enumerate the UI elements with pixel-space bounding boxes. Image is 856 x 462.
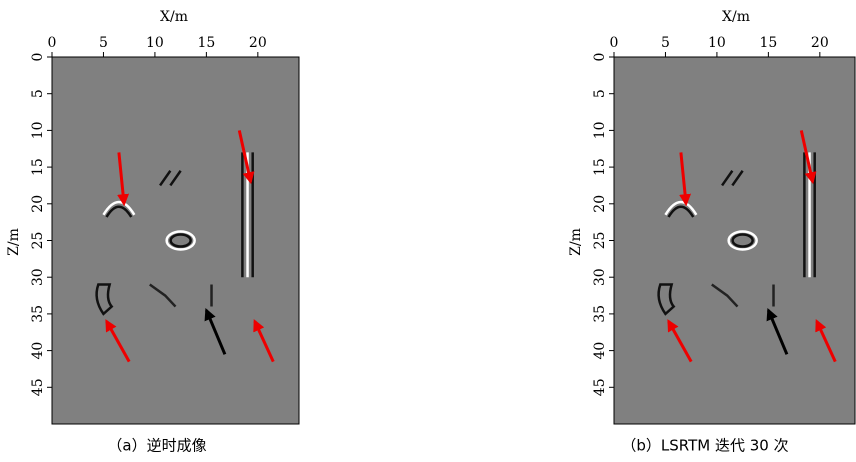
caption: （a）逆时成像 [107, 437, 206, 455]
x-axis-label: X/m [722, 9, 750, 25]
y-tick-label: 45 [30, 378, 46, 396]
y-tick-label: 25 [592, 232, 608, 250]
y-tick-label: 35 [30, 305, 46, 323]
figure: 0 5 10 15 20 0 5 10 15 20 25 30 35 40 45 X/m Z/m （a）逆时成像 0… [0, 0, 856, 462]
y-tick-label: 10 [30, 121, 46, 139]
y-axis-label: Z/m [6, 228, 22, 256]
x-tick-label: 20 [249, 35, 267, 51]
y-tick-label: 15 [592, 158, 608, 176]
y-tick-label: 30 [592, 268, 608, 286]
x-tick-label: 10 [146, 35, 164, 51]
y-tick-label: 35 [592, 305, 608, 323]
x-tick-label: 0 [610, 35, 619, 51]
x-tick-label: 15 [197, 35, 215, 51]
page: 0 5 10 15 20 0 5 10 15 20 25 30 35 40 45 X/m Z/m （a）逆时成像 0… [0, 0, 856, 462]
y-tick-label: 40 [30, 342, 46, 360]
y-axis-label: Z/m [568, 228, 584, 256]
y-tick-label: 0 [592, 53, 608, 62]
y-tick-label: 20 [592, 195, 608, 213]
x-tick-label: 0 [48, 35, 57, 51]
caption: （b）LSRTM 迭代 30 次 [621, 437, 788, 455]
x-tick-label: 5 [99, 35, 108, 51]
image-area [614, 57, 855, 424]
image-area [52, 57, 299, 424]
x-tick-label: 15 [759, 35, 777, 51]
y-tick-label: 20 [30, 195, 46, 213]
y-tick-label: 0 [30, 53, 46, 62]
y-tick-label: 5 [592, 89, 608, 98]
y-tick-label: 15 [30, 158, 46, 176]
y-tick-label: 10 [592, 121, 608, 139]
x-tick-label: 10 [708, 35, 726, 51]
y-tick-label: 25 [30, 232, 46, 250]
y-tick-label: 45 [592, 378, 608, 396]
x-tick-label: 5 [661, 35, 670, 51]
y-tick-label: 30 [30, 268, 46, 286]
x-axis-label: X/m [160, 9, 188, 25]
x-tick-label: 20 [811, 35, 829, 51]
y-tick-label: 5 [30, 89, 46, 98]
y-tick-label: 40 [592, 342, 608, 360]
